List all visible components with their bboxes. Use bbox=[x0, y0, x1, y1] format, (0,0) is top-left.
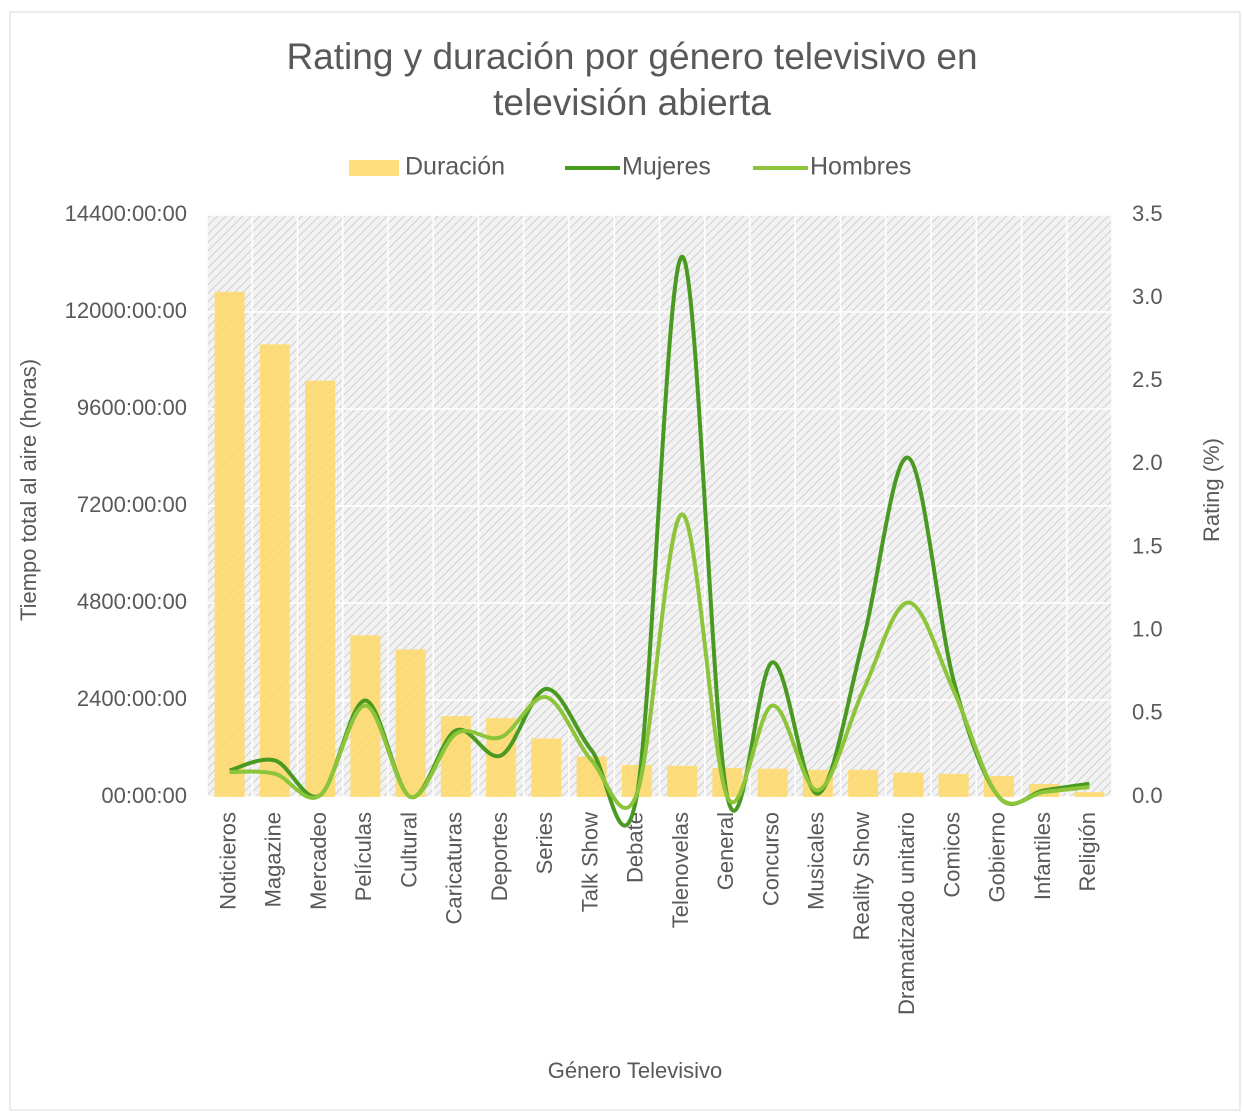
bar bbox=[305, 380, 336, 797]
x-tick-label: Magazine bbox=[261, 812, 286, 907]
x-tick-label: Mercadeo bbox=[306, 812, 331, 910]
x-tick-label: Concurso bbox=[758, 812, 783, 906]
y-tick-label: 9600:00:00 bbox=[77, 395, 187, 420]
x-tick-label: Musicales bbox=[804, 812, 829, 910]
legend-label: Hombres bbox=[810, 153, 911, 181]
y2-tick-label: 1.5 bbox=[1132, 533, 1163, 558]
x-tick-label: Comicos bbox=[939, 812, 964, 898]
x-tick-label: Talk Show bbox=[577, 812, 602, 912]
y-tick-label: 4800:00:00 bbox=[77, 589, 187, 614]
bar bbox=[893, 772, 924, 797]
y2-tick-label: 2.0 bbox=[1132, 450, 1163, 475]
x-tick-label: Gobierno bbox=[985, 812, 1010, 903]
bar bbox=[531, 738, 562, 797]
x-tick-label: Películas bbox=[351, 812, 376, 901]
x-tick-label: Religión bbox=[1075, 812, 1100, 892]
bar bbox=[667, 765, 698, 797]
legend-swatch bbox=[349, 160, 399, 176]
bar bbox=[1074, 792, 1105, 797]
y2-tick-label: 2.5 bbox=[1132, 367, 1163, 392]
x-tick-label: Infantiles bbox=[1030, 812, 1055, 900]
y2-tick-label: 1.0 bbox=[1132, 617, 1163, 642]
y2-tick-label: 0.5 bbox=[1132, 700, 1163, 725]
bar bbox=[395, 649, 426, 797]
y-tick-label: 14400:00:00 bbox=[65, 201, 187, 226]
bar bbox=[259, 344, 290, 797]
y-tick-label: 2400:00:00 bbox=[77, 686, 187, 711]
y2-tick-label: 3.5 bbox=[1132, 201, 1163, 226]
bar bbox=[848, 769, 879, 797]
y2-axis-label: Rating (%) bbox=[1199, 438, 1224, 542]
x-tick-label: Caricaturas bbox=[442, 812, 467, 924]
legend-label: Duración bbox=[405, 153, 505, 181]
bar bbox=[214, 291, 245, 797]
bar bbox=[938, 773, 969, 797]
x-tick-label: Series bbox=[532, 812, 557, 874]
y-tick-label: 12000:00:00 bbox=[65, 298, 187, 323]
legend-label: Mujeres bbox=[622, 153, 711, 181]
bar bbox=[757, 768, 788, 797]
line bbox=[229, 512, 1090, 811]
x-axis-label: Género Televisivo bbox=[548, 1058, 722, 1083]
y2-tick-label: 0.0 bbox=[1132, 783, 1163, 808]
chart-title: Rating y duración por género televisivo … bbox=[286, 36, 978, 123]
x-tick-label: Dramatizado unitario bbox=[894, 812, 919, 1015]
x-tick-label: Noticieros bbox=[215, 812, 240, 910]
x-tick-label: Reality Show bbox=[849, 812, 874, 941]
y-axis-label: Tiempo total al aire (horas) bbox=[16, 359, 41, 621]
y-tick-label: 00:00:00 bbox=[101, 783, 187, 808]
x-tick-label: Deportes bbox=[487, 812, 512, 901]
x-tick-label: General bbox=[713, 812, 738, 890]
y-tick-label: 7200:00:00 bbox=[77, 492, 187, 517]
bar bbox=[440, 716, 471, 797]
x-tick-label: Telenovelas bbox=[668, 812, 693, 928]
x-tick-label: Cultural bbox=[396, 812, 421, 888]
frame bbox=[9, 11, 1241, 1111]
y2-tick-label: 3.0 bbox=[1132, 284, 1163, 309]
